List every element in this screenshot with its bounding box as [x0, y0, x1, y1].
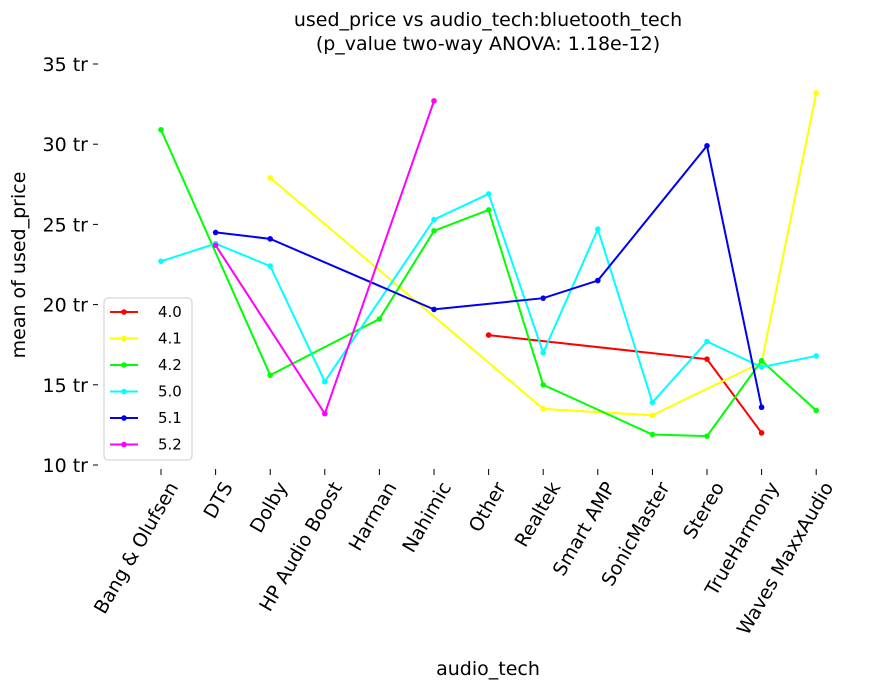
legend-label: 4.0 [158, 303, 182, 321]
data-point [813, 90, 819, 96]
legend-label: 4.1 [158, 330, 182, 348]
y-axis: 10 tr 15 tr 20 tr 25 tr 30 tr 35 tr [43, 54, 98, 477]
y-axis-label: mean of used_price [8, 172, 30, 359]
y-tick-label: 30 tr [43, 134, 89, 156]
x-tick-label: Harman [345, 478, 402, 554]
data-point [704, 356, 710, 362]
series-5.2 [212, 98, 437, 417]
data-point [212, 229, 219, 236]
y-tick-label: 15 tr [43, 375, 89, 397]
legend-label: 5.2 [158, 436, 182, 454]
data-point [704, 338, 710, 345]
data-point [212, 242, 219, 249]
series-line [269, 92, 818, 417]
data-point [813, 407, 819, 414]
data-point [485, 191, 492, 197]
y-tick-label: 10 tr [43, 455, 89, 477]
data-point [758, 364, 765, 370]
data-point [376, 316, 383, 322]
data-point [758, 430, 765, 436]
legend-marker [121, 362, 127, 368]
data-point [704, 143, 710, 149]
data-point [158, 258, 164, 265]
data-point [158, 126, 164, 133]
data-point [595, 226, 601, 233]
legend-item: 5.0 [110, 383, 182, 401]
data-point [267, 175, 274, 181]
data-point [649, 412, 656, 419]
x-tick-label: DTS [200, 478, 238, 522]
data-point [267, 372, 274, 378]
legend-item: 4.2 [110, 356, 182, 374]
x-axis-label: audio_tech [436, 658, 540, 680]
y-tick-label: 20 tr [43, 295, 89, 317]
series-4.2 [158, 126, 819, 439]
data-point [431, 216, 437, 223]
data-point [540, 406, 546, 412]
legend-item: 4.0 [110, 303, 182, 321]
x-tick-label: Other [465, 478, 511, 536]
x-tick-label: Nahimic [398, 478, 456, 556]
chart-subtitle: (p_value two-way ANOVA: 1.18e-12) [316, 33, 660, 55]
data-point [540, 382, 546, 388]
data-point [540, 349, 546, 356]
data-point [322, 410, 328, 417]
series-4.0 [485, 332, 765, 436]
data-point [758, 404, 765, 411]
series-line [215, 143, 763, 408]
x-tick-label: Waves MaxxAudio [733, 478, 838, 638]
data-point [485, 332, 492, 338]
series-line [160, 192, 817, 405]
legend-label: 5.1 [158, 409, 182, 427]
legend-label: 5.0 [158, 383, 182, 401]
data-point [540, 295, 546, 301]
x-tick-label: Bang & Olufsen [90, 478, 183, 617]
legend-item: 5.1 [110, 409, 182, 427]
legend-marker [121, 388, 127, 395]
legend: 4.0 4.1 4.2 5.0 5.1 5.2 [103, 297, 193, 461]
legend-label: 4.2 [158, 356, 182, 374]
data-point [813, 353, 819, 359]
data-point [595, 277, 601, 284]
data-point [649, 399, 656, 406]
data-point [267, 263, 274, 269]
legend-marker [121, 335, 127, 342]
data-point [704, 433, 710, 439]
y-tick-label: 25 tr [43, 214, 89, 236]
series-5.0 [158, 191, 819, 406]
x-tick-label: Dolby [246, 478, 292, 536]
data-point [431, 98, 437, 104]
legend-marker [121, 441, 127, 448]
series-4.1 [267, 90, 819, 419]
series-5.1 [212, 143, 765, 411]
y-tick-label: 35 tr [43, 54, 89, 76]
chart-title: used_price vs audio_tech:bluetooth_tech [294, 9, 682, 31]
data-point [649, 431, 656, 438]
data-point [322, 378, 328, 385]
legend-item: 4.1 [110, 330, 182, 348]
data-point [758, 357, 765, 364]
x-tick-label: Stereo [679, 478, 729, 543]
series-layer [158, 90, 819, 439]
data-point [267, 236, 274, 242]
x-tick-label: Realtek [511, 478, 566, 551]
series-line [160, 129, 817, 438]
legend-item: 5.2 [110, 436, 182, 454]
data-point [485, 207, 492, 213]
legend-marker [121, 415, 127, 421]
data-point [431, 228, 437, 234]
legend-marker [121, 309, 127, 315]
data-point [431, 306, 437, 313]
